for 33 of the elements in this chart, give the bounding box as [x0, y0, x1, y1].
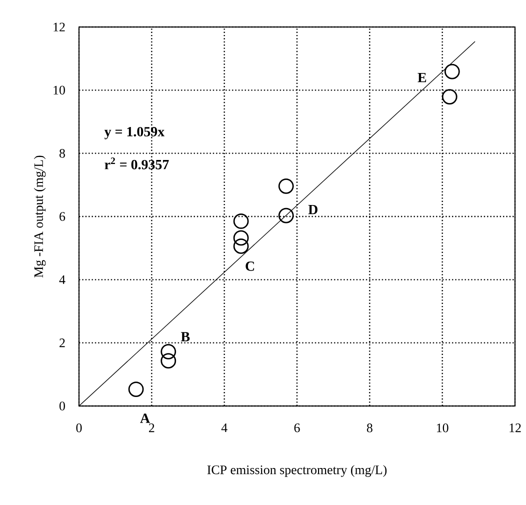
x-tick-label: 6 [294, 424, 300, 432]
y-tick-label: 8 [60, 148, 65, 158]
y-tick-label: 0 [60, 402, 65, 410]
x-tick-label: 2 [148, 424, 154, 432]
annotation: y = 1.059x [104, 126, 165, 140]
y-axis-title: Mg -FIA output (mg/L) [34, 156, 46, 278]
annotation: E [418, 72, 426, 82]
point [160, 353, 176, 369]
point [233, 230, 249, 246]
y-tick-label: 12 [54, 22, 65, 32]
annotation: D [308, 204, 318, 214]
point [444, 64, 460, 80]
y-tick-label: 10 [54, 86, 65, 95]
x-tick-label: 12 [510, 424, 521, 432]
annotation: C [246, 262, 254, 271]
point [442, 89, 458, 104]
point [278, 208, 294, 224]
annotation: A [140, 414, 150, 423]
x-tick-label: 0 [76, 424, 82, 432]
x-tick-label: 4 [221, 424, 228, 432]
point [278, 178, 294, 194]
annotation: B [180, 332, 190, 342]
x-axis-title: ICP emission spectrometry (mg/L) [207, 465, 387, 477]
x-tick-label: 10 [437, 424, 448, 432]
text: r$^{2}$ = 0.9357 [104, 158, 169, 170]
y-tick-label: 4 [59, 275, 66, 284]
point [233, 238, 249, 254]
y-tick-label: 2 [60, 338, 65, 348]
point [160, 344, 176, 360]
x-tick-label: 8 [366, 424, 372, 432]
y-tick-label: 6 [60, 212, 66, 221]
point [233, 214, 249, 229]
point [128, 382, 144, 397]
